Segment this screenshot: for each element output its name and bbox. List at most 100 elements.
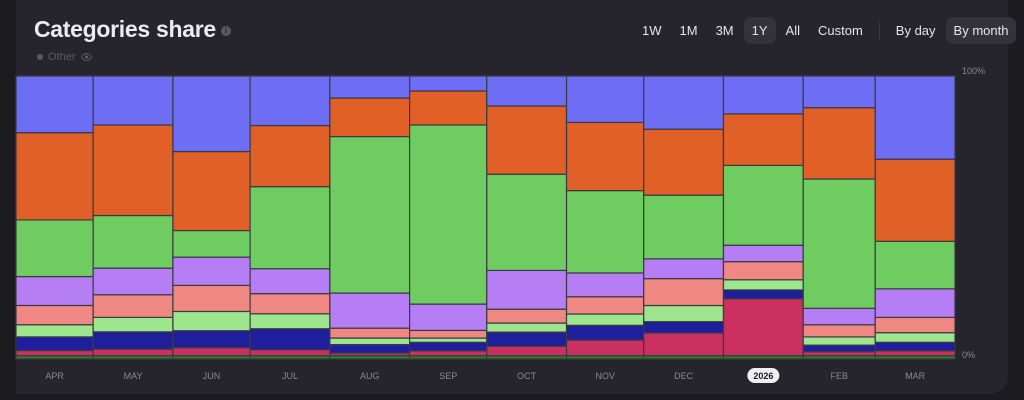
bar-segment[interactable] xyxy=(722,261,804,281)
range-1w-button[interactable]: 1W xyxy=(642,23,662,38)
bar-segment[interactable] xyxy=(565,190,645,274)
bar-segment[interactable] xyxy=(329,75,411,99)
bar-apr[interactable] xyxy=(15,75,94,360)
bar-segment[interactable] xyxy=(874,341,956,352)
bar-segment[interactable] xyxy=(643,128,725,196)
bar-segment[interactable] xyxy=(92,316,174,333)
bar-segment[interactable] xyxy=(643,75,725,130)
bar-segment[interactable] xyxy=(15,132,94,221)
bar-segment[interactable] xyxy=(15,75,94,134)
bar-sep[interactable] xyxy=(409,75,488,360)
bar-segment[interactable] xyxy=(92,348,174,357)
bar-segment[interactable] xyxy=(92,75,174,126)
bar-segment[interactable] xyxy=(722,279,804,291)
bar-segment[interactable] xyxy=(643,278,725,307)
bar-segment[interactable] xyxy=(802,324,876,338)
bar-segment[interactable] xyxy=(409,337,488,343)
bar-segment[interactable] xyxy=(409,329,488,339)
bar-segment[interactable] xyxy=(92,124,174,217)
bar-segment[interactable] xyxy=(486,322,568,333)
bar-segment[interactable] xyxy=(565,339,645,357)
bar-segment[interactable] xyxy=(249,349,331,357)
bar-segment[interactable] xyxy=(92,331,174,350)
bar-segment[interactable] xyxy=(874,332,956,343)
bar-segment[interactable] xyxy=(15,275,94,307)
bar-aug[interactable] xyxy=(329,75,411,360)
bar-segment[interactable] xyxy=(92,267,174,296)
by-month-button[interactable]: By month xyxy=(945,17,1017,44)
bar-segment[interactable] xyxy=(486,105,568,175)
bar-segment[interactable] xyxy=(643,321,725,334)
bar-segment[interactable] xyxy=(329,97,411,138)
bar-mar[interactable] xyxy=(874,75,956,360)
range-all-button[interactable]: All xyxy=(785,23,800,38)
bar-feb[interactable] xyxy=(802,75,876,360)
bar-segment[interactable] xyxy=(409,303,488,332)
bar-segment[interactable] xyxy=(329,135,411,294)
bar-oct[interactable] xyxy=(486,75,568,360)
bar-segment[interactable] xyxy=(722,289,804,300)
bar-segment[interactable] xyxy=(249,124,331,188)
bar-segment[interactable] xyxy=(565,313,645,326)
bar-jul[interactable] xyxy=(249,75,331,360)
bar-nov[interactable] xyxy=(565,75,645,360)
bar-segment[interactable] xyxy=(409,350,488,357)
bar-segment[interactable] xyxy=(722,244,804,263)
bar-segment[interactable] xyxy=(722,298,804,357)
bar-segment[interactable] xyxy=(15,219,94,278)
bar-segment[interactable] xyxy=(172,310,251,332)
bar-segment[interactable] xyxy=(643,304,725,323)
bar-segment[interactable] xyxy=(249,268,331,295)
bar-segment[interactable] xyxy=(565,272,645,298)
bar-segment[interactable] xyxy=(802,75,876,109)
bar-may[interactable] xyxy=(92,75,174,360)
bar-segment[interactable] xyxy=(249,293,331,315)
bar-segment[interactable] xyxy=(15,336,94,352)
range-custom-button[interactable]: Custom xyxy=(817,23,863,38)
bar-segment[interactable] xyxy=(329,327,411,339)
bar-jun[interactable] xyxy=(172,75,251,360)
bar-segment[interactable] xyxy=(172,229,251,258)
bar-segment[interactable] xyxy=(874,240,956,290)
bar-segment[interactable] xyxy=(486,75,568,107)
bar-segment[interactable] xyxy=(172,150,251,232)
eye-icon[interactable] xyxy=(80,53,92,61)
bar-segment[interactable] xyxy=(643,194,725,260)
bar-segment[interactable] xyxy=(802,307,876,326)
bar-segment[interactable] xyxy=(565,324,645,341)
bar-segment[interactable] xyxy=(409,75,488,92)
bar-segment[interactable] xyxy=(249,313,331,330)
bar-segment[interactable] xyxy=(486,331,568,347)
bar-segment[interactable] xyxy=(329,337,411,346)
bar-segment[interactable] xyxy=(802,344,876,353)
range-1m-button[interactable]: 1M xyxy=(679,23,698,38)
bar-dec[interactable] xyxy=(643,75,725,360)
bar-segment[interactable] xyxy=(15,324,94,338)
by-day-button[interactable]: By day xyxy=(895,23,936,38)
bar-segment[interactable] xyxy=(565,121,645,192)
bar-segment[interactable] xyxy=(486,173,568,272)
bar-segment[interactable] xyxy=(722,75,804,115)
bar-segment[interactable] xyxy=(874,288,956,318)
legend-item-other[interactable]: Other xyxy=(48,51,76,63)
bar-segment[interactable] xyxy=(409,341,488,352)
bar-segment[interactable] xyxy=(92,294,174,318)
bar-segment[interactable] xyxy=(92,214,174,269)
bar-segment[interactable] xyxy=(802,178,876,309)
info-icon[interactable]: i xyxy=(220,25,231,36)
bar-segment[interactable] xyxy=(172,75,251,153)
bar-segment[interactable] xyxy=(172,347,251,357)
bar-segment[interactable] xyxy=(643,332,725,357)
bar-segment[interactable] xyxy=(565,296,645,315)
bar-segment[interactable] xyxy=(722,113,804,167)
bar-segment[interactable] xyxy=(643,258,725,280)
bar-segment[interactable] xyxy=(409,90,488,126)
bar-segment[interactable] xyxy=(172,256,251,287)
bar-segment[interactable] xyxy=(486,308,568,324)
range-1y-button[interactable]: 1Y xyxy=(743,17,776,44)
bar-segment[interactable] xyxy=(486,345,568,357)
bar-segment[interactable] xyxy=(874,316,956,334)
bar-2026[interactable] xyxy=(722,75,804,360)
bar-segment[interactable] xyxy=(874,75,956,160)
bar-segment[interactable] xyxy=(15,304,94,326)
